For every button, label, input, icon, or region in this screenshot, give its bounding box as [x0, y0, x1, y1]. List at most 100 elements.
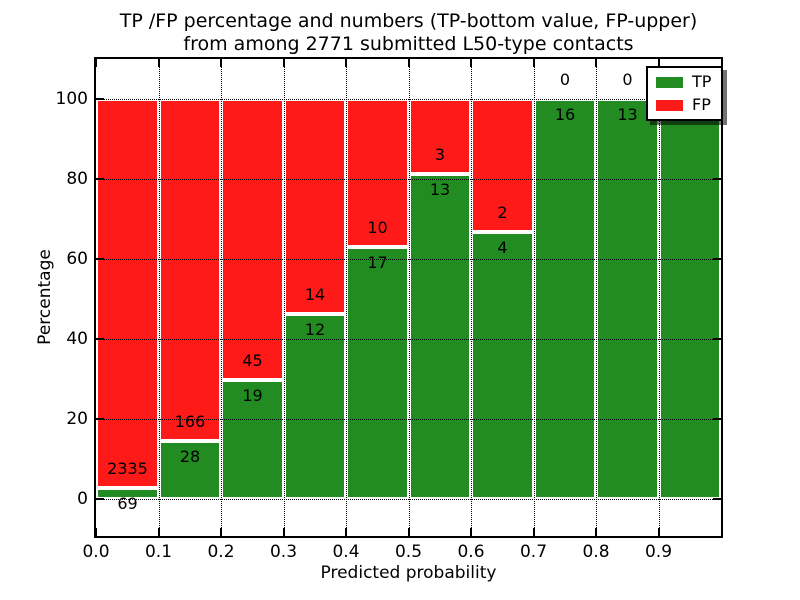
- x-tick-top: [220, 59, 222, 67]
- legend-label: TP: [692, 72, 712, 91]
- bar-tp-segment: [533, 99, 596, 499]
- x-tick-label: 0.8: [582, 542, 610, 562]
- y-tick-left: [96, 418, 104, 420]
- bar-tp-segment: [221, 380, 284, 499]
- bar-label-tp: 12: [304, 320, 326, 340]
- gridline-y: [96, 419, 721, 420]
- x-tick-label: 0.7: [519, 542, 548, 562]
- bar-tp-segment: [658, 99, 721, 499]
- y-tick-right: [713, 338, 721, 340]
- x-tick-bottom: [95, 528, 97, 536]
- bar-label-fp: 45: [242, 351, 263, 371]
- chart-title-line2: from among 2771 submitted L50-type conta…: [183, 33, 634, 55]
- x-tick-label: 0.2: [207, 542, 235, 562]
- bar-label-tp: 16: [554, 105, 576, 124]
- y-tick-left: [96, 98, 104, 100]
- y-tick-left: [96, 338, 104, 340]
- gridline-x: [346, 59, 347, 536]
- x-tick-top: [157, 59, 160, 67]
- x-tick-top: [595, 59, 597, 67]
- y-tick-label: 80: [66, 169, 88, 189]
- gridline-x: [283, 59, 285, 536]
- bar-label-tp: 13: [429, 180, 451, 199]
- x-tick-bottom: [595, 528, 597, 536]
- bar-tp-segment: [471, 232, 534, 499]
- x-tick-bottom: [532, 528, 535, 536]
- legend: TP FP: [646, 66, 724, 121]
- x-tick-label: 0.1: [144, 542, 173, 562]
- bar-tp-segment: [346, 247, 409, 499]
- gridline-y: [96, 339, 721, 340]
- legend-row: TP: [656, 74, 711, 90]
- y-tick-label: 0: [77, 489, 88, 509]
- x-tick-label: 0.9: [644, 542, 673, 562]
- y-tick-right: [713, 498, 721, 500]
- gridline-x: [408, 59, 410, 536]
- bar-tp-segment: [96, 487, 159, 499]
- x-tick-top: [532, 59, 535, 67]
- x-tick-bottom: [282, 528, 285, 536]
- bar-label-tp: 13: [617, 105, 638, 124]
- gridline-x: [471, 59, 472, 536]
- bar-label-tp: 4: [497, 238, 508, 258]
- bar-label-tp: 69: [117, 493, 138, 513]
- bar-fp-segment: [158, 99, 221, 442]
- gridline-x: [533, 59, 535, 536]
- x-tick-label: 0.4: [332, 542, 360, 562]
- y-tick-label: 40: [66, 329, 88, 349]
- bar-tp-segment: [408, 174, 471, 499]
- x-tick-bottom: [657, 528, 660, 536]
- y-tick-right: [713, 258, 721, 260]
- bar-tp-segment: [283, 314, 346, 499]
- x-tick-label: 0.0: [82, 542, 110, 562]
- y-tick-label: 20: [66, 409, 88, 429]
- x-tick-top: [282, 59, 285, 67]
- bar-label-tp: 28: [179, 447, 201, 467]
- x-tick-label: 0.5: [394, 542, 423, 562]
- legend-swatch-fp: [656, 99, 683, 111]
- gridline-y: [96, 259, 721, 260]
- chart-title: TP /FP percentage and numbers (TP-bottom…: [96, 10, 721, 56]
- gridline-y: [96, 179, 721, 180]
- gridline-y: [96, 99, 721, 100]
- x-tick-bottom: [470, 528, 472, 536]
- bar-fp-segment: [221, 99, 284, 381]
- x-tick-bottom: [407, 528, 410, 536]
- x-tick-bottom: [220, 528, 222, 536]
- x-tick-top: [470, 59, 472, 67]
- legend-row: FP: [656, 97, 711, 113]
- bar-label-fp: 0: [559, 70, 571, 89]
- y-tick-left: [96, 258, 104, 260]
- bar-label-fp: 14: [304, 285, 326, 305]
- legend-label: FP: [692, 95, 711, 114]
- bar-label-tp: 17: [367, 253, 388, 273]
- legend-swatch-tp: [656, 76, 683, 88]
- bar-label-fp: 10: [367, 218, 388, 238]
- bar-tp-segment: [158, 441, 221, 499]
- x-tick-top: [657, 59, 660, 67]
- bar-fp-segment: [283, 99, 346, 315]
- bar-label-tp: 19: [242, 386, 263, 406]
- bar-tp-segment: [596, 99, 659, 499]
- x-axis-label: Predicted probability: [320, 563, 497, 583]
- x-tick-top: [345, 59, 347, 67]
- x-tick-bottom: [345, 528, 347, 536]
- bar-label-fp: 2: [497, 203, 508, 223]
- bar-fp-segment: [96, 99, 159, 488]
- gridline-y: [96, 499, 721, 500]
- bar-label-fp: 0: [622, 70, 633, 89]
- bar-label-fp: 3: [434, 145, 446, 164]
- x-tick-bottom: [157, 528, 160, 536]
- y-tick-left: [96, 498, 104, 500]
- x-tick-top: [95, 59, 97, 67]
- bar-label-fp: 166: [174, 412, 206, 432]
- y-tick-right: [713, 418, 721, 420]
- gridline-x: [658, 59, 660, 536]
- gridline-x: [158, 59, 160, 536]
- y-tick-label: 60: [66, 249, 88, 269]
- gridline-x: [596, 59, 597, 536]
- y-tick-label: 100: [55, 89, 88, 109]
- chart-title-line1: TP /FP percentage and numbers (TP-bottom…: [119, 10, 698, 32]
